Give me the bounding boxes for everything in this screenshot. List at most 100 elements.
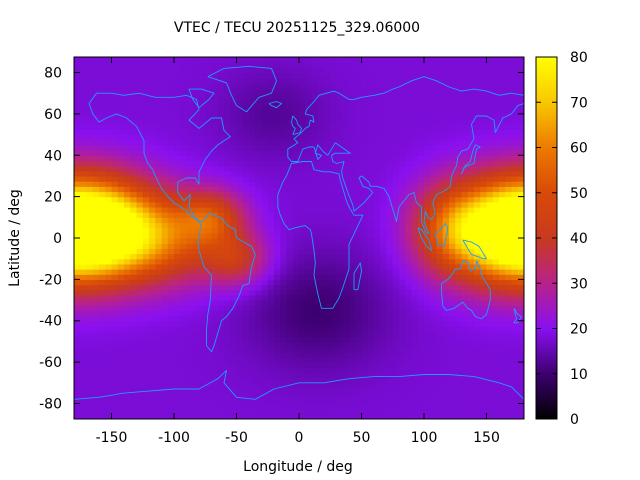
heat-cell bbox=[399, 258, 406, 265]
heat-cell bbox=[205, 62, 213, 68]
heat-cell bbox=[417, 93, 425, 99]
heat-cell bbox=[155, 315, 163, 322]
heat-cell bbox=[430, 144, 438, 151]
heat-cell bbox=[455, 227, 463, 234]
heat-cell bbox=[467, 212, 475, 218]
heat-cell bbox=[367, 305, 375, 311]
heat-cell bbox=[517, 77, 524, 84]
heat-cell bbox=[180, 155, 188, 162]
heat-cell bbox=[411, 362, 419, 368]
heat-cell bbox=[292, 62, 300, 68]
heat-cell bbox=[242, 88, 250, 94]
heat-cell bbox=[142, 103, 150, 110]
heat-cell bbox=[292, 274, 300, 280]
heat-cell bbox=[224, 372, 231, 379]
heat-cell bbox=[274, 284, 281, 291]
heat-cell bbox=[480, 305, 488, 311]
heat-cell bbox=[130, 181, 138, 187]
heat-cell bbox=[267, 263, 275, 270]
heat-cell bbox=[417, 387, 425, 394]
heat-cell bbox=[217, 62, 225, 68]
heat-cell bbox=[199, 387, 206, 394]
heat-cell bbox=[205, 119, 213, 125]
heat-cell bbox=[474, 310, 481, 317]
heat-cell bbox=[117, 181, 125, 187]
heat-cell bbox=[99, 294, 106, 301]
heat-cell bbox=[492, 108, 500, 115]
heat-cell bbox=[474, 393, 481, 399]
heat-cell bbox=[236, 212, 244, 218]
heat-cell bbox=[155, 232, 163, 239]
heat-cell bbox=[411, 403, 419, 410]
heat-cell bbox=[405, 77, 413, 84]
heat-cell bbox=[461, 227, 469, 234]
heat-cell bbox=[392, 181, 400, 187]
heat-cell bbox=[486, 315, 494, 322]
heat-cell bbox=[211, 227, 219, 234]
heat-cell bbox=[230, 341, 238, 348]
heat-cell bbox=[149, 93, 156, 99]
heat-cell bbox=[242, 186, 250, 193]
heat-cell bbox=[92, 98, 100, 105]
heat-cell bbox=[480, 186, 488, 193]
heat-cell bbox=[442, 367, 450, 374]
heat-cell bbox=[130, 88, 138, 94]
heat-cell bbox=[386, 310, 394, 317]
heat-cell bbox=[324, 346, 331, 353]
heat-cell bbox=[505, 243, 513, 249]
heat-cell bbox=[80, 263, 88, 270]
heat-cell bbox=[399, 88, 406, 94]
heat-cell bbox=[499, 93, 506, 99]
heat-cell bbox=[399, 413, 406, 419]
heat-cell bbox=[161, 201, 169, 208]
heat-cell bbox=[92, 150, 100, 156]
heat-cell bbox=[311, 88, 319, 94]
heat-cell bbox=[249, 398, 256, 405]
heat-cell bbox=[99, 279, 106, 286]
heat-cell bbox=[449, 393, 456, 399]
heat-cell bbox=[417, 413, 425, 419]
heat-cell bbox=[449, 139, 456, 146]
heat-cell bbox=[411, 196, 419, 203]
heat-cell bbox=[324, 134, 331, 141]
heat-cell bbox=[380, 331, 388, 337]
heat-cell bbox=[424, 377, 431, 384]
heat-cell bbox=[374, 398, 381, 405]
heat-cell bbox=[230, 336, 238, 343]
heat-cell bbox=[242, 103, 250, 110]
heat-cell bbox=[474, 398, 481, 405]
heat-cell bbox=[286, 300, 294, 306]
heat-cell bbox=[186, 263, 194, 270]
heat-cell bbox=[311, 408, 319, 415]
heat-cell bbox=[86, 206, 94, 213]
heat-cell bbox=[230, 356, 238, 363]
heat-cell bbox=[342, 139, 350, 146]
heat-cell bbox=[455, 289, 463, 296]
heat-cell bbox=[505, 201, 513, 208]
heat-cell bbox=[167, 191, 175, 198]
heat-cell bbox=[280, 310, 288, 317]
heat-cell bbox=[274, 119, 281, 125]
heat-cell bbox=[474, 150, 481, 156]
heat-cell bbox=[517, 351, 524, 358]
heat-cell bbox=[280, 181, 288, 187]
heat-cell bbox=[149, 408, 156, 415]
heat-cell bbox=[161, 124, 169, 130]
heat-cell bbox=[274, 222, 281, 229]
heat-cell bbox=[317, 382, 325, 389]
heat-cell bbox=[517, 88, 524, 94]
heat-cell bbox=[111, 232, 119, 239]
heat-cell bbox=[224, 175, 231, 182]
heat-cell bbox=[274, 351, 281, 358]
heat-cell bbox=[192, 93, 200, 99]
heat-cell bbox=[74, 331, 81, 337]
heat-cell bbox=[130, 129, 138, 136]
heat-cell bbox=[292, 356, 300, 363]
heat-cell bbox=[74, 346, 81, 353]
heat-cell bbox=[199, 294, 206, 301]
heat-cell bbox=[392, 305, 400, 311]
heat-cell bbox=[92, 305, 100, 311]
heat-cell bbox=[230, 403, 238, 410]
heat-cell bbox=[505, 222, 513, 229]
heat-cell bbox=[242, 98, 250, 105]
